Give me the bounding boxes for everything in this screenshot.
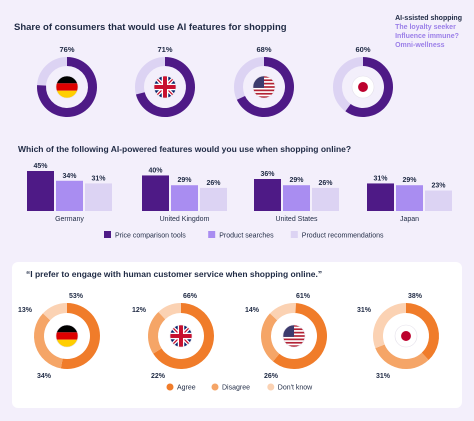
bar-value-label: 45% <box>33 163 48 170</box>
donut-segment-disagree <box>375 344 429 370</box>
bar-product-recommendations <box>312 187 339 211</box>
agree-value-label: 61% <box>296 293 311 300</box>
bar-price-comparison-tools <box>254 179 281 211</box>
section-nav: AI-ssisted shopping The loyalty seeker I… <box>395 14 462 50</box>
nav-item-loyalty-seeker[interactable]: The loyalty seeker <box>395 24 456 31</box>
donut-segment-agree <box>272 303 327 369</box>
bar-value-label: 36% <box>260 171 275 178</box>
bar-value-label: 23% <box>431 183 446 190</box>
bar-value-label: 31% <box>373 175 388 182</box>
uk-flag-icon <box>153 75 177 99</box>
legend-swatch <box>208 231 216 238</box>
donut-segment-disagree <box>34 313 63 369</box>
donut-value-label: 71% <box>157 45 172 54</box>
legend-label: Don't know <box>278 385 313 392</box>
us-flag-icon <box>282 324 306 348</box>
bar-value-label: 31% <box>91 175 106 182</box>
legend-label: Disagree <box>222 385 250 392</box>
legend-dot <box>166 383 174 391</box>
bar-price-comparison-tools <box>367 183 394 211</box>
disagree-value-label: 34% <box>37 373 52 380</box>
agree-value-label: 38% <box>408 293 423 300</box>
legend-swatch <box>290 231 298 238</box>
bar-category-label: United Kingdom <box>160 216 210 223</box>
features-title: Which of the following AI-powered featur… <box>18 144 352 154</box>
bar-product-searches <box>56 180 83 211</box>
bar-category-label: Japan <box>400 216 419 223</box>
disagree-value-label: 31% <box>376 373 391 380</box>
donut-segment-disagree <box>261 313 280 362</box>
dont-know-value-label: 31% <box>357 307 372 314</box>
bar-product-recommendations <box>200 187 227 211</box>
donut-segment-disagree <box>148 311 166 354</box>
donut-segment-don-t-know <box>269 303 297 321</box>
bar-product-searches <box>283 185 310 211</box>
legend-label: Agree <box>177 385 196 392</box>
bar-product-searches <box>396 185 423 211</box>
legend-label: Product recommendations <box>302 233 384 240</box>
nav-item-omni-wellness[interactable]: Omni-wellness <box>395 42 445 49</box>
bar-value-label: 26% <box>206 180 221 187</box>
dont-know-value-label: 13% <box>18 307 33 314</box>
agree-value-label: 66% <box>183 293 198 300</box>
bar-category-label: United States <box>275 216 318 223</box>
bar-value-label: 29% <box>402 177 417 184</box>
bar-product-searches <box>171 185 198 211</box>
bar-product-recommendations <box>85 183 112 211</box>
legend-label: Price comparison tools <box>115 233 186 240</box>
nav-item-influence-immune[interactable]: Influence immune? <box>395 33 459 40</box>
legend-dot <box>211 383 219 391</box>
donut-value-label: 68% <box>256 45 271 54</box>
legend-swatch <box>104 231 111 238</box>
dont-know-value-label: 14% <box>245 307 260 314</box>
us-flag-icon <box>252 75 276 99</box>
germany-flag-icon <box>55 75 79 99</box>
uk-flag-icon <box>169 324 193 348</box>
bar-value-label: 29% <box>289 177 304 184</box>
bar-value-label: 26% <box>318 180 333 187</box>
donut-arc-germany <box>37 57 97 117</box>
bar-price-comparison-tools <box>142 175 169 211</box>
japan-flag-icon <box>351 75 375 99</box>
donut-segment-agree <box>60 303 100 369</box>
disagree-value-label: 26% <box>264 373 279 380</box>
donut-value-label: 60% <box>355 45 370 54</box>
legend-label: Product searches <box>219 233 274 240</box>
donut-arc-japan <box>345 57 394 118</box>
bar-price-comparison-tools <box>27 171 54 211</box>
disagree-value-label: 22% <box>151 373 166 380</box>
donut-segment-don-t-know <box>373 303 406 349</box>
ai-share-title: Share of consumers that would use AI fea… <box>14 22 287 33</box>
legend-dot <box>267 383 275 391</box>
japan-flag-icon <box>394 324 418 348</box>
dont-know-value-label: 12% <box>132 307 147 314</box>
donut-segment-don-t-know <box>42 303 67 321</box>
agree-value-label: 53% <box>69 293 84 300</box>
bar-value-label: 40% <box>148 167 163 174</box>
bar-value-label: 29% <box>177 177 192 184</box>
nav-item-ai-shopping[interactable]: AI-ssisted shopping <box>395 15 462 22</box>
bar-category-label: Germany <box>55 216 84 223</box>
donut-segment-agree <box>153 303 214 369</box>
customer-service-panel <box>12 262 462 408</box>
bar-product-recommendations <box>425 190 452 211</box>
donut-value-label: 76% <box>59 45 74 54</box>
bar-value-label: 34% <box>62 173 77 180</box>
donut-arc-united-states <box>236 57 294 118</box>
customer-service-quote: “I prefer to engage with human customer … <box>26 269 323 279</box>
germany-flag-icon <box>55 324 79 348</box>
donut-arc-united-kingdom <box>135 57 196 117</box>
donut-segment-agree <box>406 303 440 361</box>
donut-segment-don-t-know <box>158 303 181 320</box>
